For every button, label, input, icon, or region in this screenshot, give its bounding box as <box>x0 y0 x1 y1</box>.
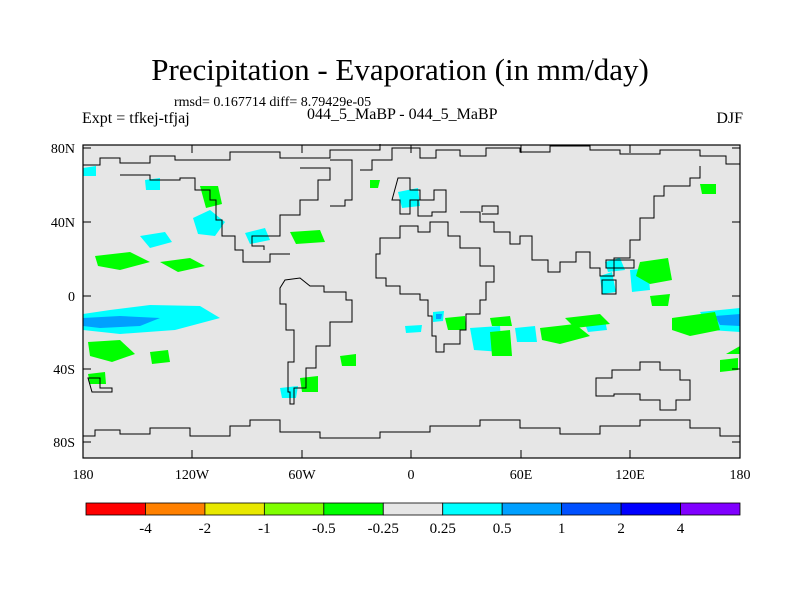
axis-tick-marks <box>82 145 741 458</box>
colorbar-box <box>382 502 444 516</box>
colorbar-box <box>561 502 622 516</box>
colorbar-box <box>145 502 206 516</box>
experiment-label: Expt = tfkej-tfjaj <box>82 110 190 127</box>
stats-text: rmsd= 0.167714 diff= 8.79429e-05 <box>174 95 372 110</box>
lon-tick-label: 120W <box>175 468 210 483</box>
season-label: DJF <box>716 110 743 127</box>
lat-tick-label: 80S <box>53 436 75 451</box>
colorbar-label: -0.5 <box>312 521 336 537</box>
lon-tick-label: 60E <box>510 468 533 483</box>
colorbar-label: 2 <box>617 521 625 537</box>
colorbar-label: -4 <box>139 521 152 537</box>
colorbar-label: -1 <box>258 521 271 537</box>
lon-tick-label: 180 <box>730 468 751 483</box>
lat-tick-label: 0 <box>68 290 75 305</box>
colorbar-label: 1 <box>558 521 566 537</box>
coastlines <box>83 144 740 439</box>
colorbar-box <box>620 502 681 516</box>
plot-title: Precipitation - Evaporation (in mm/day) <box>151 52 649 87</box>
colorbar-box <box>442 502 503 516</box>
colorbar-box <box>263 502 325 516</box>
lat-tick-label: 40N <box>51 216 75 231</box>
colorbar <box>85 502 741 516</box>
colorbar-label: -2 <box>199 521 212 537</box>
colorbar-label: -0.25 <box>368 521 399 537</box>
lon-tick-label: 60W <box>288 468 316 483</box>
lon-tick-label: 0 <box>408 468 415 483</box>
anomaly-patches <box>83 166 740 398</box>
colorbar-box <box>204 502 265 516</box>
lat-tick-label: 40S <box>53 363 75 378</box>
colorbar-box <box>85 502 146 516</box>
lon-tick-label: 180 <box>73 468 94 483</box>
lon-tick-label: 120E <box>615 468 645 483</box>
case-label: 044_5_MaBP - 044_5_MaBP <box>307 106 498 123</box>
colorbar-box <box>323 502 384 516</box>
colorbar-box <box>680 502 741 516</box>
lat-tick-label: 80N <box>51 142 75 157</box>
colorbar-label: 0.25 <box>430 521 456 537</box>
colorbar-label: 0.5 <box>493 521 512 537</box>
colorbar-box <box>501 502 563 516</box>
colorbar-label: 4 <box>677 521 685 537</box>
